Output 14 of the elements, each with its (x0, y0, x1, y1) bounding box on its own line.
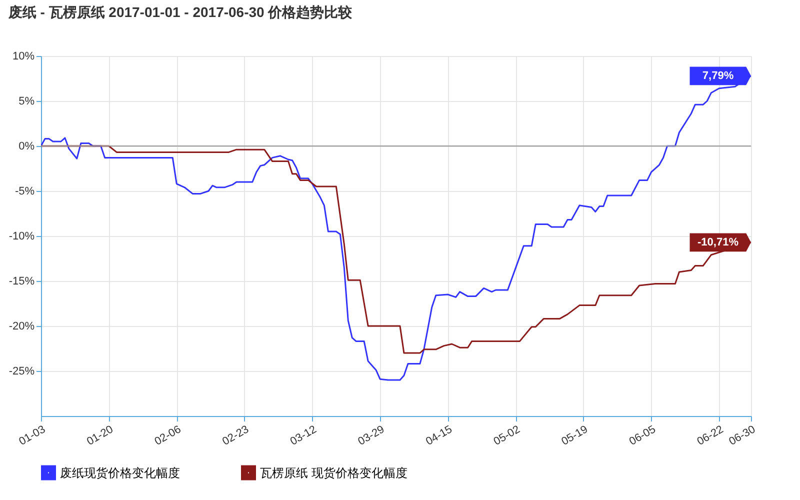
y-tick-label: -5% (14, 186, 35, 198)
annotation: 7,79% (702, 70, 734, 82)
y-tick-label: 0% (18, 140, 35, 152)
legend-label: 废纸现货价格变化幅度 (60, 466, 180, 480)
line-series (41, 145, 751, 354)
chart-title: 废纸 - 瓦楞原纸 2017-01-01 - 2017-06-30 价格趋势比较 (7, 4, 354, 20)
annotation: -10,71% (698, 236, 739, 248)
y-tick-label: -20% (8, 320, 35, 332)
y-tick-label: -25% (8, 366, 35, 378)
y-tick-label: 5% (18, 96, 35, 108)
y-tick-label: -10% (8, 230, 35, 242)
y-tick-label: -15% (8, 276, 35, 288)
legend-label: 瓦楞原纸 现货价格变化幅度 (260, 466, 408, 480)
y-tick-label: 10% (12, 50, 35, 62)
